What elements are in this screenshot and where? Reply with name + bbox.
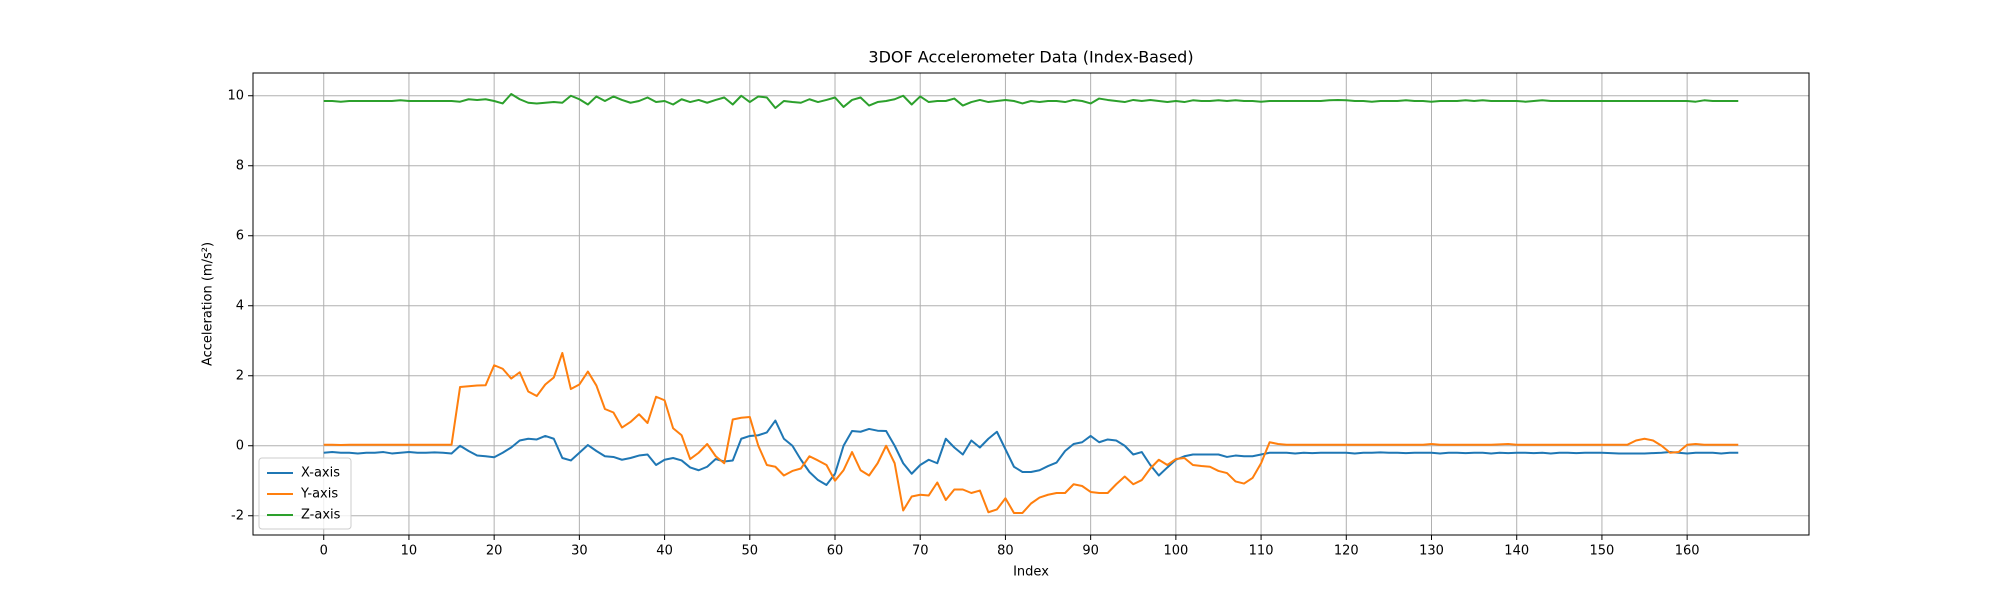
x-tick-label: 10 <box>401 544 418 559</box>
y-tick-label: 10 <box>227 88 244 103</box>
x-tick-label: 140 <box>1504 544 1529 559</box>
x-axis-label: Index <box>1013 565 1049 580</box>
y-tick-label: -2 <box>231 508 244 523</box>
x-tick-label: 30 <box>571 544 588 559</box>
legend: X-axis Y-axis Z-axis <box>258 457 352 530</box>
x-tick-label: 160 <box>1675 544 1700 559</box>
x-tick-label: 110 <box>1249 544 1274 559</box>
data-line <box>323 352 1739 514</box>
x-tick-label: 70 <box>912 544 929 559</box>
x-tick-label: 90 <box>1082 544 1099 559</box>
x-tick-label: 60 <box>827 544 844 559</box>
x-tick-label: 130 <box>1419 544 1444 559</box>
y-tick-label: 6 <box>236 228 244 243</box>
plot-frame <box>252 72 1810 536</box>
y-tick-label: 2 <box>236 368 244 383</box>
legend-label: Z-axis <box>301 508 341 523</box>
y-tick-label: 4 <box>236 298 244 313</box>
chart-title: 3DOF Accelerometer Data (Index-Based) <box>868 48 1193 67</box>
x-tick-label: 40 <box>656 544 673 559</box>
x-tick-label: 20 <box>486 544 503 559</box>
x-tick-label: 120 <box>1334 544 1359 559</box>
legend-label: Y-axis <box>300 487 338 502</box>
x-tick-label: 80 <box>997 544 1014 559</box>
x-tick-label: 150 <box>1590 544 1615 559</box>
data-line <box>323 93 1739 109</box>
y-tick-label: 8 <box>236 158 244 173</box>
data-line <box>323 419 1739 486</box>
legend-box <box>258 457 352 530</box>
y-axis-label: Acceleration (m/s²) <box>201 242 216 366</box>
x-tick-label: 100 <box>1163 544 1188 559</box>
x-tick-label: 0 <box>320 544 328 559</box>
legend-label: X-axis <box>301 466 340 481</box>
y-tick-label: 0 <box>236 438 244 453</box>
x-tick-label: 50 <box>742 544 759 559</box>
